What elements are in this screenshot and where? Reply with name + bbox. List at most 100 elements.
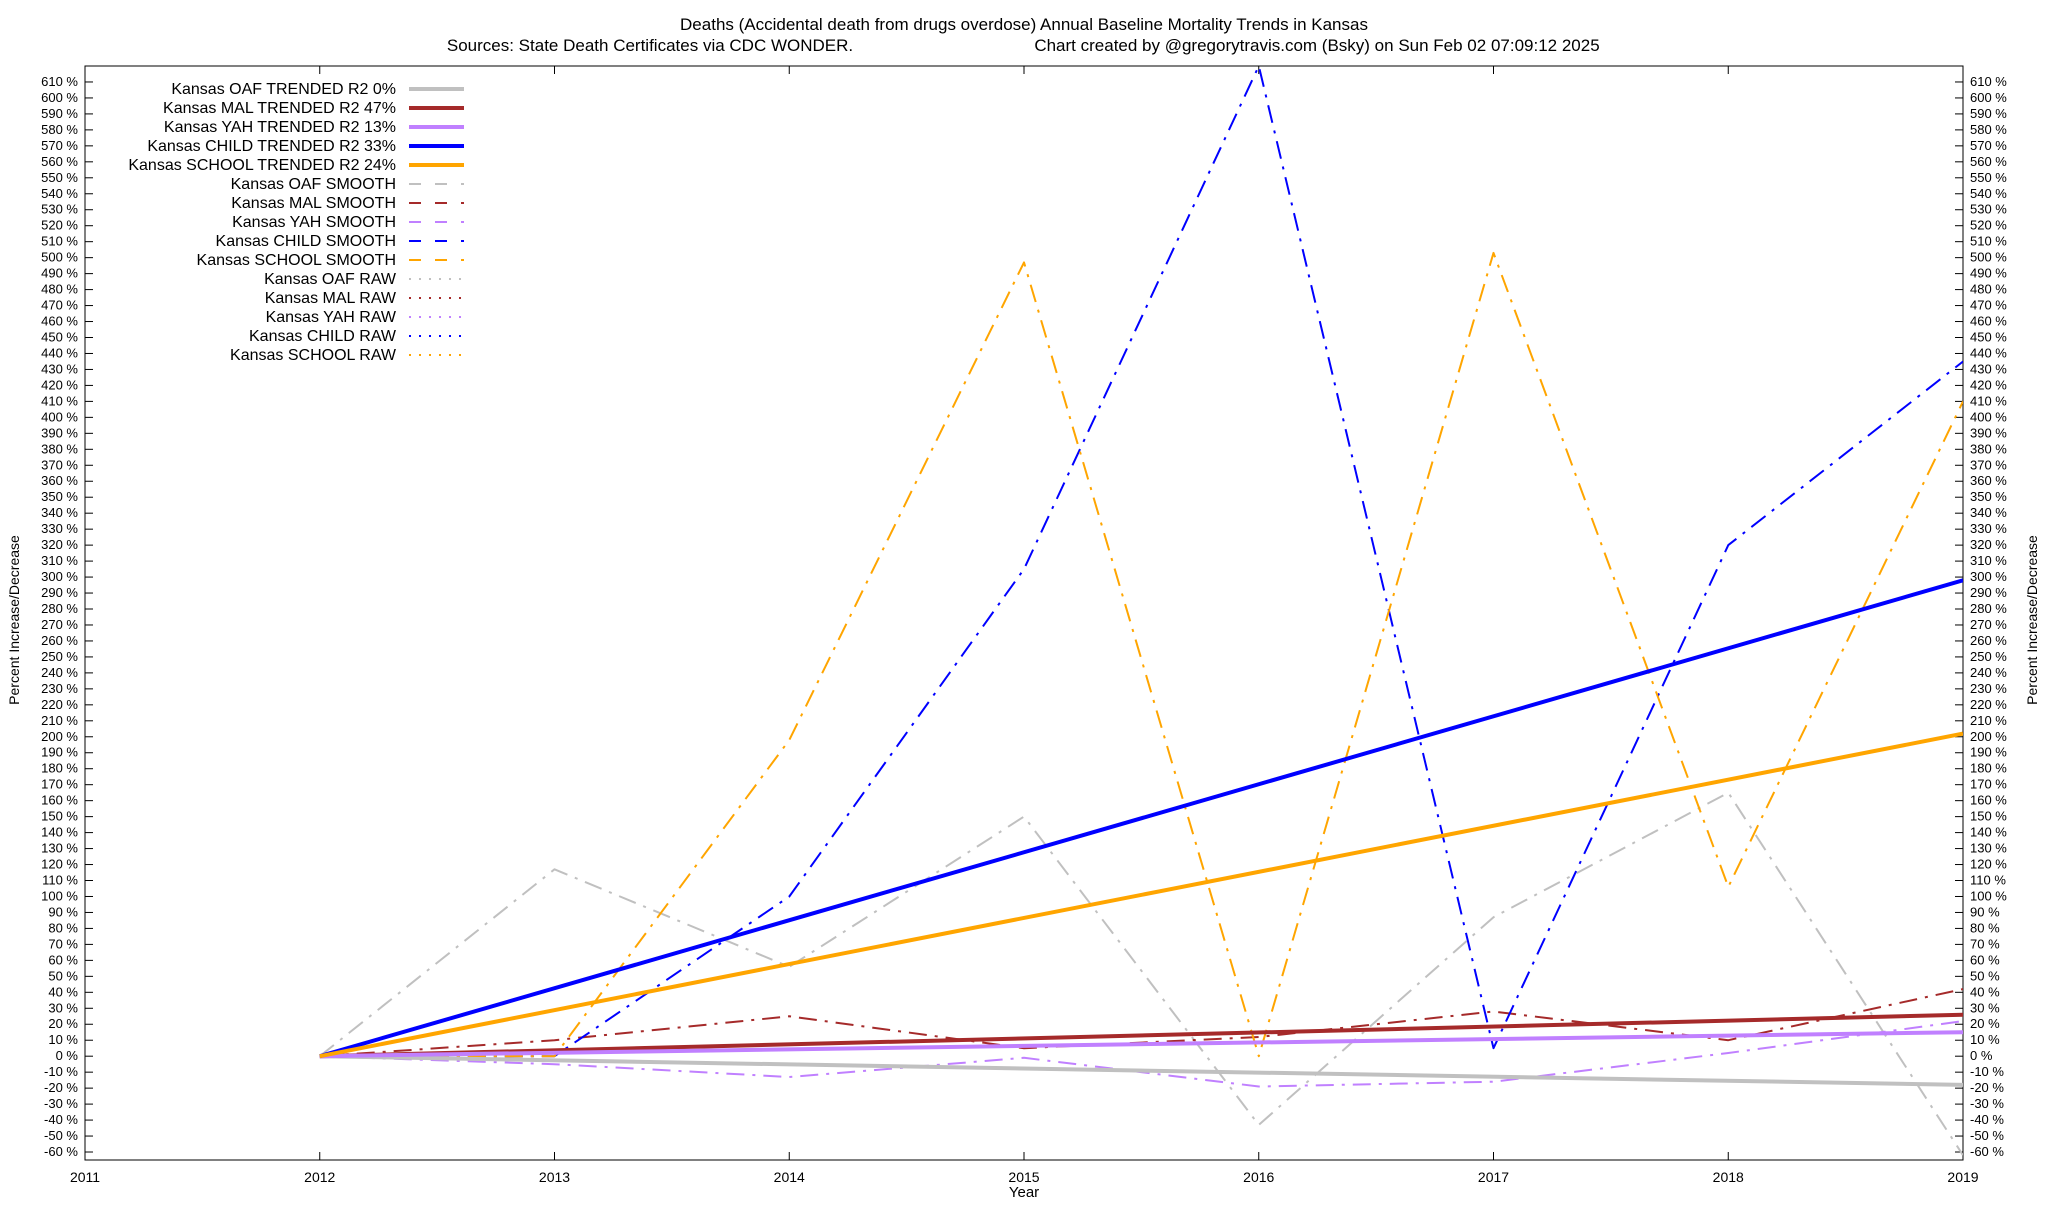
chart-subtitle-left: Sources: State Death Certificates via CD… bbox=[447, 36, 853, 55]
y-tick-label: 520 % bbox=[41, 218, 78, 233]
y-tick-label: 460 % bbox=[41, 314, 78, 329]
y-tick-label: 20 % bbox=[48, 1016, 78, 1031]
y2-tick-label: 270 % bbox=[1970, 617, 2007, 632]
y-tick-label: 420 % bbox=[41, 377, 78, 392]
y2-tick-label: 580 % bbox=[1970, 122, 2007, 137]
y-tick-label: 400 % bbox=[41, 409, 78, 424]
y-tick-label: 330 % bbox=[41, 521, 78, 536]
legend-label: Kansas YAH TRENDED R2 13% bbox=[164, 119, 396, 136]
y2-tick-label: 240 % bbox=[1970, 665, 2007, 680]
y2-tick-label: 470 % bbox=[1970, 298, 2007, 313]
y-tick-label: 100 % bbox=[41, 888, 78, 903]
y-tick-label: 220 % bbox=[41, 697, 78, 712]
y2-tick-label: 530 % bbox=[1970, 202, 2007, 217]
y2-tick-label: 280 % bbox=[1970, 601, 2007, 616]
y-tick-label: 480 % bbox=[41, 282, 78, 297]
y2-tick-label: 430 % bbox=[1970, 361, 2007, 376]
y2-tick-label: 460 % bbox=[1970, 314, 2007, 329]
y-tick-label: 350 % bbox=[41, 489, 78, 504]
y2-tick-label: 20 % bbox=[1970, 1016, 2000, 1031]
y2-tick-label: 560 % bbox=[1970, 154, 2007, 169]
y-tick-label: -20 % bbox=[44, 1080, 78, 1095]
y2-tick-label: 160 % bbox=[1970, 793, 2007, 808]
legend-label: Kansas SCHOOL RAW bbox=[230, 347, 397, 364]
y-tick-label: 290 % bbox=[41, 585, 78, 600]
y2-tick-label: 350 % bbox=[1970, 489, 2007, 504]
y-tick-label: 70 % bbox=[48, 936, 78, 951]
y-tick-label: 550 % bbox=[41, 170, 78, 185]
y-tick-label: 410 % bbox=[41, 393, 78, 408]
legend-label: Kansas OAF TRENDED R2 0% bbox=[171, 81, 396, 98]
y-tick-label: 170 % bbox=[41, 777, 78, 792]
y-tick-label: 610 % bbox=[41, 74, 78, 89]
y-tick-label: 90 % bbox=[48, 904, 78, 919]
y2-tick-label: -30 % bbox=[1970, 1096, 2004, 1111]
y2-tick-label: 480 % bbox=[1970, 282, 2007, 297]
y2-tick-label: 90 % bbox=[1970, 904, 2000, 919]
legend-label: Kansas CHILD RAW bbox=[249, 328, 397, 345]
y-tick-label: 150 % bbox=[41, 809, 78, 824]
legend: Kansas OAF TRENDED R2 0% Kansas MAL TREND… bbox=[128, 81, 464, 364]
y2-tick-label: 550 % bbox=[1970, 170, 2007, 185]
y2-tick-label: 570 % bbox=[1970, 138, 2007, 153]
legend-label: Kansas MAL TRENDED R2 47% bbox=[163, 100, 396, 117]
y-tick-label: 570 % bbox=[41, 138, 78, 153]
y2-axis-label: Percent Increase/Decrease bbox=[2024, 535, 2040, 705]
y2-tick-label: 0 % bbox=[1970, 1048, 1993, 1063]
y2-tick-label: 130 % bbox=[1970, 841, 2007, 856]
y-tick-label: -30 % bbox=[44, 1096, 78, 1111]
y2-tick-label: 50 % bbox=[1970, 968, 2000, 983]
y2-tick-label: 190 % bbox=[1970, 745, 2007, 760]
legend-label: Kansas YAH SMOOTH bbox=[232, 214, 396, 231]
y-tick-label: 40 % bbox=[48, 984, 78, 999]
y2-tick-label: 410 % bbox=[1970, 393, 2007, 408]
x-tick-label: 2013 bbox=[539, 1169, 570, 1185]
y-tick-label: 560 % bbox=[41, 154, 78, 169]
x-tick-label: 2011 bbox=[70, 1169, 100, 1185]
y2-tick-label: 440 % bbox=[1970, 345, 2007, 360]
y-tick-label: 540 % bbox=[41, 186, 78, 201]
y-tick-label: 430 % bbox=[41, 361, 78, 376]
y-tick-label: 50 % bbox=[48, 968, 78, 983]
x-tick-label: 2018 bbox=[1713, 1169, 1744, 1185]
y-tick-label: 390 % bbox=[41, 425, 78, 440]
y-tick-label: 450 % bbox=[41, 330, 78, 345]
y2-tick-label: 310 % bbox=[1970, 553, 2007, 568]
chart-subtitle-right: Chart created by @gregorytravis.com (Bsk… bbox=[1034, 36, 1599, 55]
y2-tick-label: 140 % bbox=[1970, 825, 2007, 840]
y2-tick-label: 60 % bbox=[1970, 952, 2000, 967]
y2-tick-label: 180 % bbox=[1970, 761, 2007, 776]
legend-label: Kansas SCHOOL TRENDED R2 24% bbox=[128, 157, 396, 174]
legend-label: Kansas MAL RAW bbox=[265, 290, 397, 307]
x-tick-label: 2014 bbox=[774, 1169, 805, 1185]
y2-tick-label: 70 % bbox=[1970, 936, 2000, 951]
y2-tick-label: 520 % bbox=[1970, 218, 2007, 233]
y2-tick-label: 320 % bbox=[1970, 537, 2007, 552]
y-tick-label: 340 % bbox=[41, 505, 78, 520]
y2-tick-label: 230 % bbox=[1970, 681, 2007, 696]
y-tick-label: 240 % bbox=[41, 665, 78, 680]
y2-tick-label: 110 % bbox=[1970, 873, 2006, 888]
plot-layer: -60 % -60 %-50 % -50 %-40 % -40 %-30 % -30 %… bbox=[41, 65, 2007, 1185]
y-tick-label: 500 % bbox=[41, 250, 78, 265]
y2-tick-label: 600 % bbox=[1970, 90, 2007, 105]
y2-tick-label: 510 % bbox=[1970, 234, 2007, 249]
y-tick-label: 200 % bbox=[41, 729, 78, 744]
y-tick-label: 320 % bbox=[41, 537, 78, 552]
y-tick-label: -50 % bbox=[44, 1128, 78, 1143]
y-tick-label: 380 % bbox=[41, 441, 78, 456]
x-tick-label: 2017 bbox=[1478, 1169, 1509, 1185]
y-tick-label: 140 % bbox=[41, 825, 78, 840]
y2-tick-label: 450 % bbox=[1970, 330, 2007, 345]
y2-tick-label: 370 % bbox=[1970, 457, 2007, 472]
y-tick-label: 230 % bbox=[41, 681, 78, 696]
legend-label: Kansas OAF RAW bbox=[264, 271, 397, 288]
y2-tick-label: 540 % bbox=[1970, 186, 2007, 201]
y2-tick-label: 200 % bbox=[1970, 729, 2007, 744]
y2-tick-label: 80 % bbox=[1970, 920, 2000, 935]
y-tick-label: 110 % bbox=[42, 873, 78, 888]
x-axis-label: Year bbox=[1009, 1184, 1039, 1200]
x-tick-label: 2012 bbox=[304, 1169, 335, 1185]
y-tick-label: 510 % bbox=[41, 234, 78, 249]
